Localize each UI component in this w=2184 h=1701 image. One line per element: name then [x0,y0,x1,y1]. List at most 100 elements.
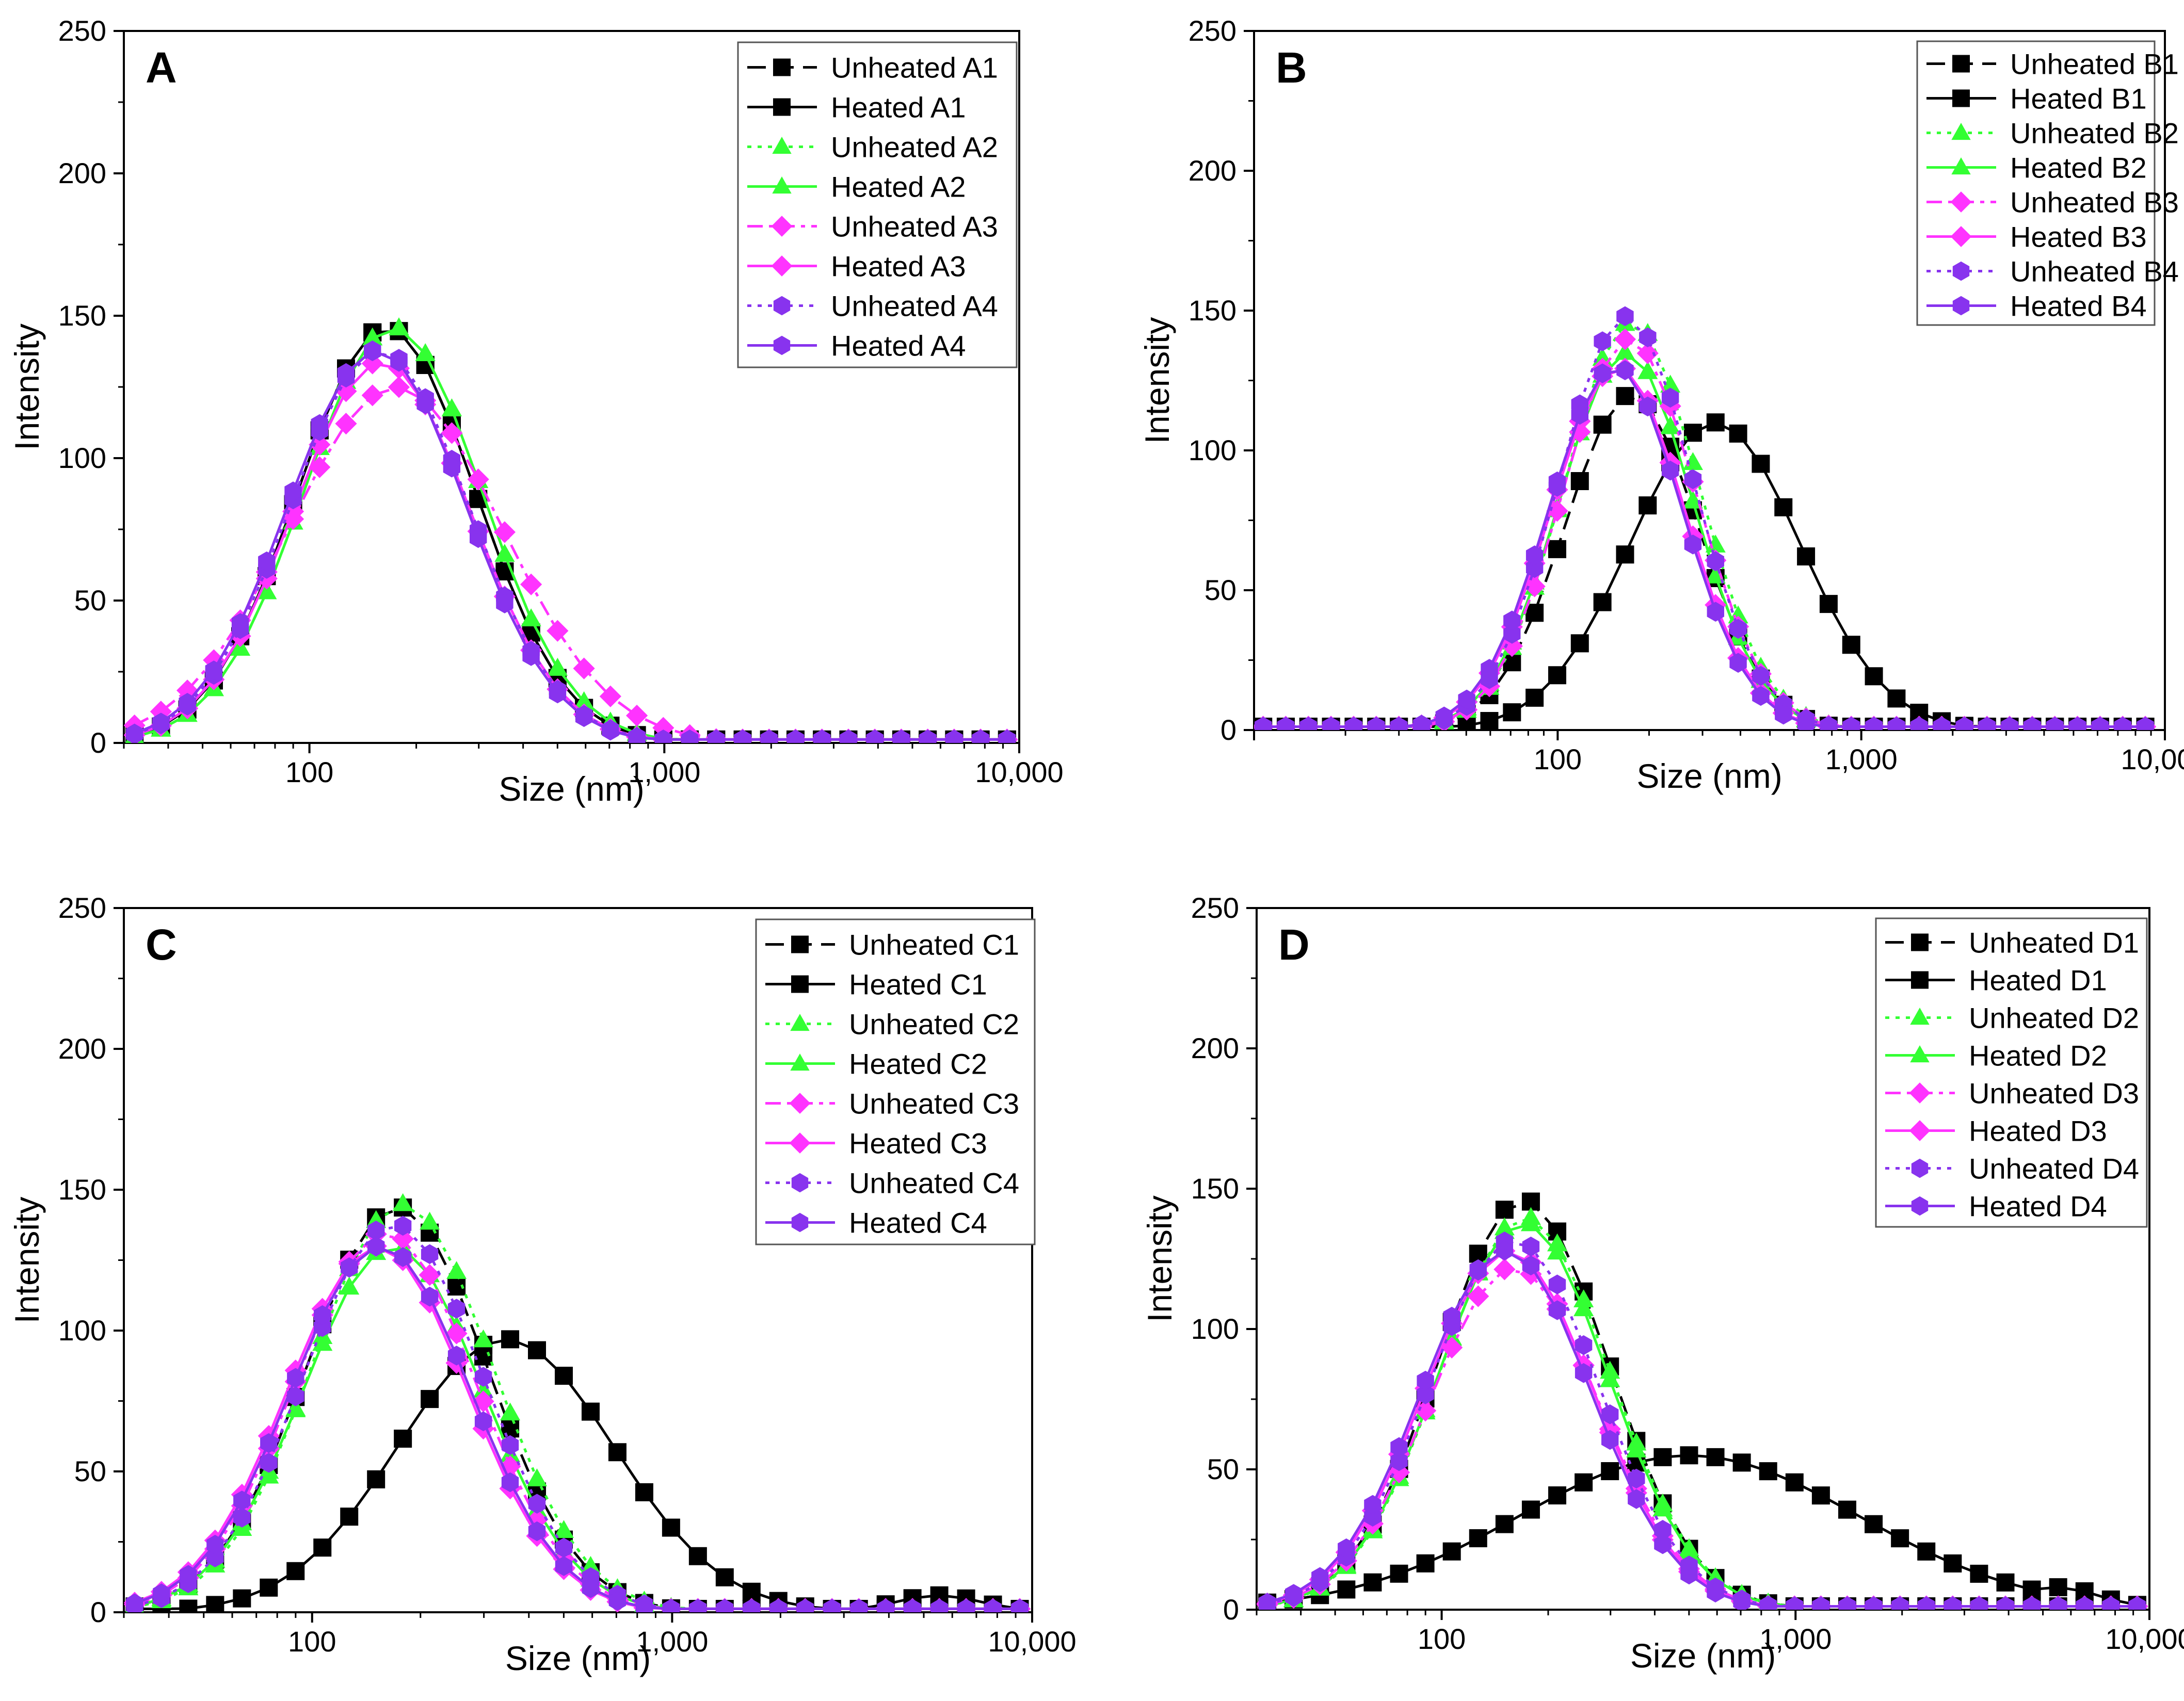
data-point-heated-c4 [823,1599,841,1612]
data-point-heated-c4 [877,1599,894,1612]
x-axis-title-c: Size (nm) [505,1639,651,1677]
data-point-heated-d1 [1996,1573,2015,1592]
data-point-heated-d4 [1443,1306,1460,1327]
legend-marker-unheated-a2 [772,136,792,154]
data-point-heated-d1 [1416,1554,1435,1573]
data-point-heated-b4 [1412,715,1431,730]
data-point-unheated-d4 [1601,1404,1619,1424]
panel-label-c: C [146,920,177,969]
data-point-heated-d4 [1522,1255,1540,1276]
data-point-unheated-a3 [441,422,463,444]
data-point-heated-a4 [522,646,540,666]
data-point-heated-c1 [688,1547,707,1565]
legend-label-heated-c2: Heated C2 [849,1048,987,1080]
y-tick-label-b-50: 50 [1205,574,1236,606]
legend-c: Unheated C1 Heated C1 Unheated C2 Heated C2… [755,918,1036,1245]
series-heated-b3 [1254,358,2157,730]
x-tick-label-b-100: 100 [1534,743,1582,775]
data-point-unheated-a3 [361,384,383,407]
y-tick-label-a-150: 150 [58,299,106,332]
x-axis-title-a: Size (nm) [499,770,644,808]
series-heated-c2 [125,1237,1028,1612]
data-point-unheated-b4 [1525,558,1544,578]
data-point-heated-b4 [2046,717,2064,730]
series-heated-d2 [1259,1213,2145,1610]
data-point-heated-a2 [389,317,409,335]
legend-marker-unheated-c4 [791,1173,809,1193]
data-point-heated-b4 [1910,717,1928,730]
legend-label-heated-d2: Heated D2 [1969,1040,2107,1072]
series-line-unheated-c4 [134,1224,1020,1610]
data-point-heated-b4 [1955,717,1973,730]
legend-label-unheated-b1: Unheated B1 [2010,48,2179,80]
data-point-heated-a4 [866,730,884,743]
data-point-unheated-c2 [553,1520,574,1538]
data-point-heated-c4 [474,1411,492,1432]
data-point-heated-a4 [390,351,408,372]
series-line-heated-d3 [1266,1249,2138,1608]
data-point-heated-b4 [1594,363,1611,383]
y-tick-label-d-0: 0 [1223,1593,1239,1626]
data-point-heated-b4 [1503,610,1521,631]
data-point-heated-b4 [1548,471,1566,492]
panel-b: 0 50 100 150 200 250 100 1,000 10,000 Size (nm) In… [1138,14,2184,795]
data-point-heated-b1 [1819,595,1838,613]
data-point-heated-c1 [608,1443,627,1462]
series-line-heated-b2 [1263,350,2146,728]
data-point-heated-d2 [1600,1369,1620,1387]
data-point-heated-b1 [1706,413,1725,432]
data-point-unheated-c4 [501,1435,519,1455]
panel-label-b: B [1276,43,1307,92]
data-point-heated-c4 [957,1599,975,1612]
data-point-heated-c4 [206,1534,224,1555]
data-point-heated-c4 [180,1565,197,1585]
series-line-unheated-b4 [1263,314,2146,728]
data-point-heated-c4 [555,1556,573,1576]
series-line-unheated-c2 [134,1202,1020,1610]
data-point-heated-a4 [628,727,646,743]
data-point-heated-b4 [1345,717,1362,730]
data-point-heated-b2 [1682,491,1703,509]
legend-marker-heated-b4 [1952,296,1970,316]
series-heated-b4 [1255,360,2154,730]
y-tick-label-d-50: 50 [1207,1453,1239,1485]
data-point-heated-c4 [287,1368,304,1388]
y-tick-label-d-250: 250 [1191,892,1239,924]
data-point-unheated-a3 [493,521,516,543]
panel-a: 0 50 100 150 200 250 100 1,000 10,000 Size (nm) In… [8,14,1064,808]
legend-marker-heated-a3 [771,255,793,277]
y-tick-label-b-250: 250 [1189,14,1236,47]
data-point-heated-b4 [1933,717,1951,730]
data-point-heated-b1 [1503,703,1521,722]
legend-label-heated-c1: Heated C1 [849,968,987,1001]
data-point-heated-c1 [742,1582,761,1601]
data-point-heated-b1 [1683,424,1702,442]
data-point-heated-c2 [312,1333,333,1351]
data-point-heated-a4 [786,730,805,743]
data-point-unheated-b4 [1639,327,1657,348]
data-point-heated-c4 [769,1599,787,1612]
data-point-heated-a4 [734,730,751,743]
data-point-heated-a4 [258,551,276,572]
data-point-heated-c4 [689,1599,706,1612]
series-unheated-d4 [1258,1232,2146,1610]
legend-label-unheated-d3: Unheated D3 [1969,1077,2139,1110]
legend-label-unheated-a3: Unheated A3 [831,210,998,243]
legend-marker-unheated-c2 [790,1013,810,1031]
data-point-heated-c1 [528,1341,547,1359]
data-point-heated-d1 [1337,1580,1356,1599]
y-tick-label-c-50: 50 [74,1455,106,1487]
data-point-heated-b4 [1820,717,1838,730]
data-point-heated-b1 [1752,455,1770,473]
data-point-heated-a4 [549,683,567,704]
panel-d: 0 50 100 150 200 250 100 1,000 10,000 Size (nm) In… [1141,892,2184,1675]
legend-label-heated-b4: Heated B4 [2010,290,2147,322]
data-point-heated-a4 [179,693,196,713]
data-point-heated-b4 [1255,717,1272,730]
legend-label-heated-a2: Heated A2 [831,171,966,203]
data-point-heated-c4 [421,1286,439,1307]
data-point-heated-d1 [1521,1500,1540,1519]
data-point-heated-b4 [1277,717,1295,730]
legend-label-unheated-c4: Unheated C4 [849,1167,1019,1200]
data-point-heated-d4 [2128,1596,2146,1610]
